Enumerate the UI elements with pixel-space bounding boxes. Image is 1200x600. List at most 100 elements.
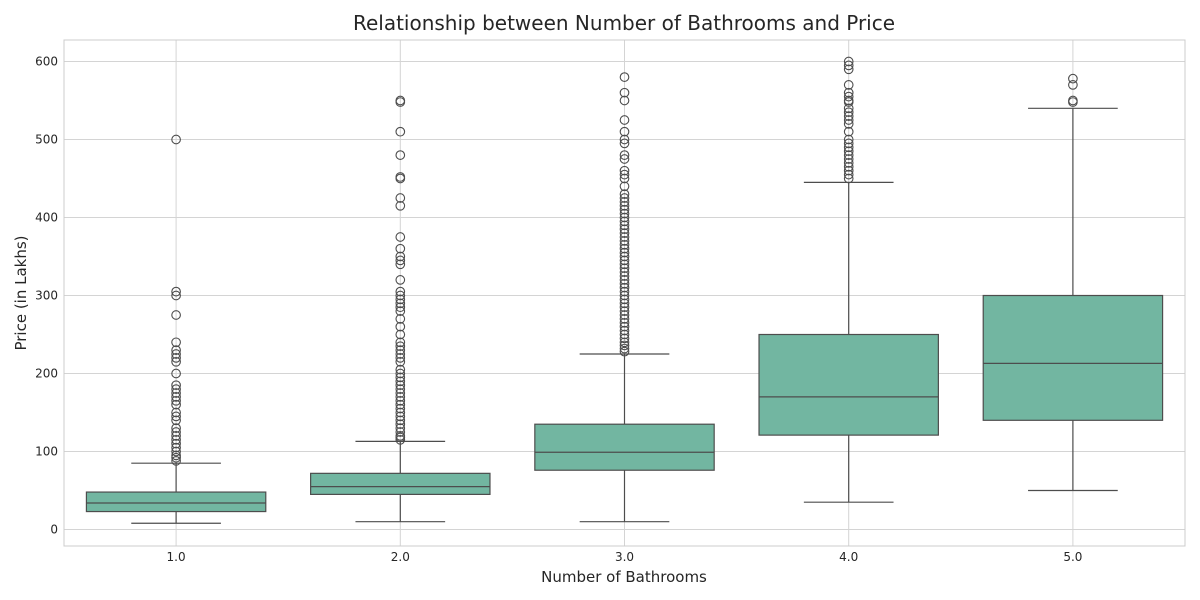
outlier-point xyxy=(619,337,630,348)
outlier-point xyxy=(171,399,181,410)
outlier-point xyxy=(395,419,406,430)
outlier-point xyxy=(619,150,630,160)
outlier-point xyxy=(843,115,854,125)
outlier-point xyxy=(619,208,630,219)
outlier-point xyxy=(843,80,854,90)
outlier-point xyxy=(171,384,181,394)
outlier-point xyxy=(395,403,406,414)
outlier-point xyxy=(171,345,181,355)
outlier-point xyxy=(395,431,406,441)
outlier-point xyxy=(619,189,630,199)
outlier-point xyxy=(619,333,630,344)
outlier-point xyxy=(171,310,181,320)
outlier-point xyxy=(395,150,406,160)
outlier-point xyxy=(843,142,854,153)
y-tick-label: 200 xyxy=(35,367,58,381)
outlier-point xyxy=(171,353,181,363)
outlier-point xyxy=(395,200,406,211)
outlier-point xyxy=(395,298,406,309)
outlier-point xyxy=(619,317,630,328)
x-tick-label: 4.0 xyxy=(839,550,858,564)
outlier-point xyxy=(619,87,630,98)
outlier-point xyxy=(395,356,406,367)
outlier-point xyxy=(843,158,854,168)
outlier-point xyxy=(619,216,630,227)
outlier-point xyxy=(171,356,181,367)
outlier-point xyxy=(619,321,630,332)
y-tick-label: 300 xyxy=(35,289,58,303)
y-tick-label: 400 xyxy=(35,211,58,225)
outlier-point xyxy=(843,134,854,145)
iqr-box xyxy=(85,491,267,513)
outlier-point xyxy=(395,329,406,340)
outlier-point xyxy=(171,286,181,297)
outlier-point xyxy=(619,346,630,357)
outlier-point xyxy=(843,138,854,149)
outlier-point xyxy=(171,134,181,145)
outlier-point xyxy=(843,111,854,121)
outlier-point xyxy=(843,173,854,184)
box-group-5.0 xyxy=(982,73,1164,492)
outlier-point xyxy=(395,349,406,359)
outlier-point xyxy=(619,259,630,270)
y-tick-labels: 0 100 200 300 400 500 600 xyxy=(35,55,58,537)
outlier-point xyxy=(619,278,630,289)
outlier-point xyxy=(619,247,630,258)
outlier-point xyxy=(843,56,854,67)
y-tick-label: 600 xyxy=(35,55,58,69)
outlier-point xyxy=(395,345,406,355)
y-tick-label: 0 xyxy=(50,523,58,537)
chart-title: Relationship between Number of Bathrooms… xyxy=(353,11,895,35)
outlier-point xyxy=(843,154,854,164)
outlier-point xyxy=(619,255,630,266)
outlier-point xyxy=(619,228,630,238)
outlier-point xyxy=(1068,73,1078,84)
outlier-point xyxy=(843,107,854,118)
outlier-point xyxy=(619,224,630,235)
outlier-point xyxy=(619,197,630,207)
outlier-point xyxy=(395,380,406,391)
outlier-point xyxy=(395,314,406,324)
outlier-point xyxy=(619,286,630,297)
outlier-point xyxy=(843,103,854,114)
outlier-point xyxy=(619,212,630,223)
outlier-point xyxy=(395,376,406,387)
outlier-point xyxy=(171,395,181,406)
outlier-point xyxy=(619,325,630,336)
outlier-point xyxy=(843,119,854,129)
outlier-point xyxy=(619,271,630,281)
outlier-point xyxy=(619,72,630,82)
outlier-point xyxy=(1068,80,1078,90)
outlier-point xyxy=(619,310,630,320)
x-tick-label: 2.0 xyxy=(391,550,410,564)
iqr-box xyxy=(982,294,1164,421)
outlier-point xyxy=(619,243,630,254)
outlier-point xyxy=(619,302,630,313)
outlier-point xyxy=(395,423,406,433)
outlier-point xyxy=(843,150,854,160)
outlier-point xyxy=(395,126,406,137)
outlier-point xyxy=(619,220,630,231)
outlier-point xyxy=(395,341,406,352)
outlier-point xyxy=(171,349,181,359)
outlier-point xyxy=(395,337,406,348)
outlier-point xyxy=(395,427,406,437)
box-group-2.0 xyxy=(310,95,491,523)
outlier-point xyxy=(395,399,406,410)
outlier-point xyxy=(395,384,406,394)
outlier-point xyxy=(619,314,630,324)
outlier-point xyxy=(395,251,406,262)
outlier-point xyxy=(843,64,854,75)
outlier-point xyxy=(843,161,854,172)
outlier-point xyxy=(619,306,630,316)
outlier-point xyxy=(843,60,854,71)
outlier-point xyxy=(171,446,181,457)
outlier-point xyxy=(171,438,181,449)
outlier-point xyxy=(395,290,406,301)
outlier-point xyxy=(619,275,630,285)
y-tick-label: 100 xyxy=(35,445,58,459)
outlier-point xyxy=(395,172,406,182)
outlier-point xyxy=(395,395,406,406)
outlier-point xyxy=(619,267,630,277)
